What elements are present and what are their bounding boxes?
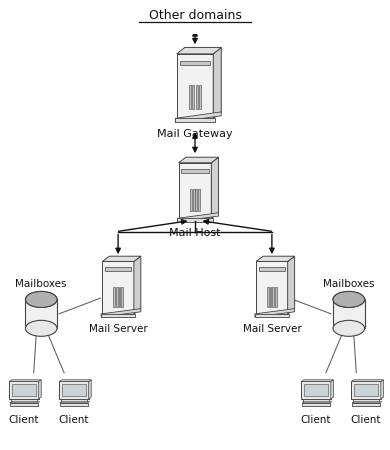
Ellipse shape (333, 320, 365, 336)
Polygon shape (256, 256, 294, 261)
Polygon shape (301, 380, 333, 382)
Polygon shape (10, 403, 38, 406)
Text: Mail Server: Mail Server (89, 324, 147, 333)
Polygon shape (288, 256, 294, 314)
Polygon shape (102, 256, 141, 261)
Polygon shape (121, 287, 123, 306)
Polygon shape (10, 401, 40, 403)
Polygon shape (101, 309, 141, 317)
Polygon shape (9, 382, 39, 399)
Text: Mail Gateway: Mail Gateway (157, 130, 233, 140)
Polygon shape (12, 384, 36, 396)
Polygon shape (190, 85, 191, 109)
Ellipse shape (333, 292, 365, 307)
Polygon shape (39, 380, 41, 399)
Text: Client: Client (351, 415, 381, 425)
Polygon shape (25, 299, 57, 328)
Text: Mailboxes: Mailboxes (323, 279, 374, 289)
Polygon shape (180, 61, 210, 66)
Polygon shape (301, 382, 331, 399)
Text: Other domains: Other domains (149, 9, 241, 22)
Text: . . .     . . .: . . . . . . (142, 9, 248, 22)
Polygon shape (304, 384, 328, 396)
Polygon shape (351, 382, 381, 399)
Polygon shape (351, 380, 383, 382)
Polygon shape (181, 169, 209, 173)
Polygon shape (331, 380, 333, 399)
Polygon shape (105, 267, 131, 271)
Polygon shape (59, 380, 91, 382)
Polygon shape (175, 118, 215, 122)
Polygon shape (193, 189, 195, 211)
Polygon shape (102, 261, 134, 314)
Polygon shape (256, 261, 288, 314)
Polygon shape (195, 189, 197, 211)
Polygon shape (302, 403, 330, 406)
Polygon shape (272, 287, 274, 306)
Text: Client: Client (9, 415, 39, 425)
Polygon shape (179, 163, 211, 218)
Polygon shape (255, 309, 294, 317)
Polygon shape (255, 314, 289, 317)
Polygon shape (9, 380, 41, 382)
Text: Mail Host: Mail Host (169, 228, 221, 238)
Polygon shape (302, 401, 332, 403)
Polygon shape (113, 287, 115, 306)
Polygon shape (61, 399, 87, 403)
Polygon shape (211, 157, 218, 218)
Polygon shape (62, 384, 86, 396)
Polygon shape (177, 213, 218, 222)
Polygon shape (275, 287, 277, 306)
Text: Client: Client (58, 415, 89, 425)
Polygon shape (59, 382, 89, 399)
Polygon shape (195, 85, 197, 109)
Polygon shape (116, 287, 118, 306)
Ellipse shape (333, 292, 365, 307)
Polygon shape (213, 47, 221, 118)
Polygon shape (303, 399, 329, 403)
Polygon shape (199, 85, 200, 109)
Polygon shape (352, 403, 380, 406)
Polygon shape (177, 54, 213, 118)
Ellipse shape (25, 292, 57, 307)
Polygon shape (381, 380, 383, 399)
Polygon shape (270, 287, 271, 306)
Text: Mailboxes: Mailboxes (16, 279, 67, 289)
Polygon shape (60, 401, 90, 403)
Polygon shape (333, 299, 365, 328)
Polygon shape (11, 399, 37, 403)
Text: Client: Client (301, 415, 332, 425)
Polygon shape (179, 157, 218, 163)
Polygon shape (259, 267, 285, 271)
Polygon shape (354, 384, 378, 396)
Polygon shape (177, 218, 213, 222)
Polygon shape (175, 112, 221, 122)
Text: Mail Server: Mail Server (243, 324, 301, 333)
Polygon shape (101, 314, 135, 317)
Polygon shape (119, 287, 120, 306)
Ellipse shape (25, 292, 57, 307)
Polygon shape (190, 189, 192, 211)
Polygon shape (89, 380, 91, 399)
Polygon shape (193, 85, 195, 109)
Ellipse shape (25, 320, 57, 336)
Polygon shape (134, 256, 141, 314)
Polygon shape (177, 47, 221, 54)
Polygon shape (198, 189, 200, 211)
Polygon shape (267, 287, 269, 306)
Polygon shape (60, 403, 88, 406)
Polygon shape (352, 401, 382, 403)
Polygon shape (353, 399, 379, 403)
